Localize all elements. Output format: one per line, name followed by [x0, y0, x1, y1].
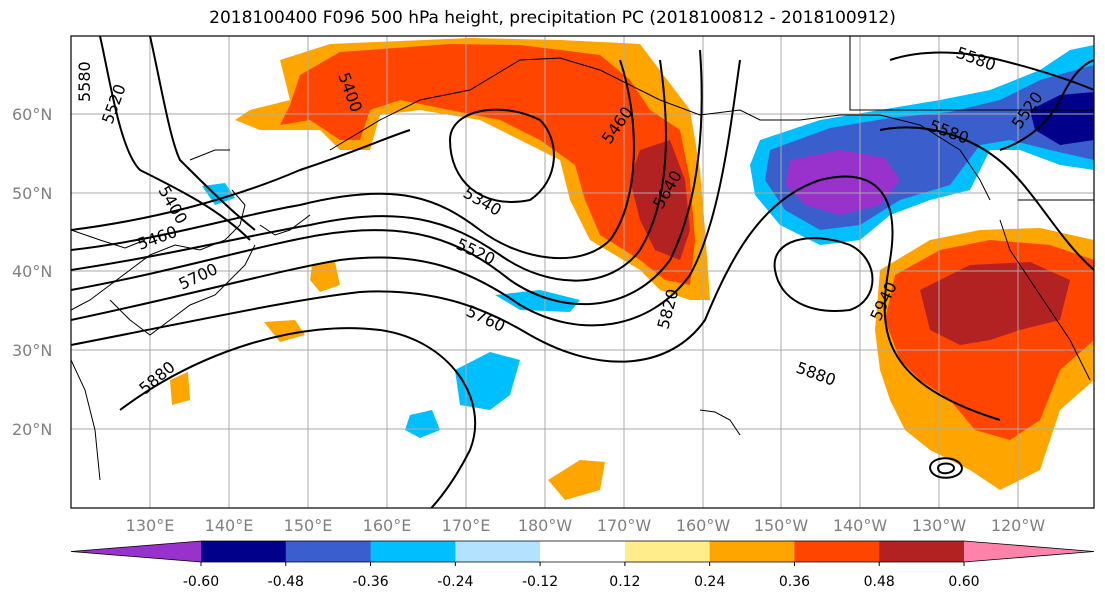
colorbar-segment — [370, 541, 456, 562]
colorbar-segment — [709, 541, 795, 562]
colorbar-tick-label: -0.12 — [522, 574, 558, 590]
lon-label-160e: 160°E — [363, 516, 412, 535]
precip-blob-5 — [548, 460, 605, 500]
colorbar-tick-label: 0.12 — [609, 574, 640, 590]
precip-blob-6 — [310, 262, 340, 292]
colorbar-tick-label: -0.60 — [183, 574, 219, 590]
colorbar-tick-label: 0.60 — [948, 574, 979, 590]
precip-region-ne-pacific-max — [920, 262, 1070, 345]
colorbar-segment — [455, 541, 541, 562]
colorbar-tick-label: -0.36 — [352, 574, 388, 590]
colorbar-tick-label: 0.36 — [779, 574, 810, 590]
colorbar: -0.60 -0.48 -0.36 -0.24 -0.12 0.12 0.24 0.36 0.4… — [70, 540, 1095, 590]
colorbar-segment — [540, 541, 626, 562]
lon-label-180w: 180°W — [518, 516, 573, 535]
height-contours — [71, 36, 1094, 508]
precip-region-gulf-alaska-core — [785, 150, 900, 215]
contour-label-5580-a: 5580 — [75, 61, 94, 102]
lat-label-60n: 60°N — [12, 105, 52, 124]
lat-label-20n: 20°N — [12, 420, 52, 439]
colorbar-tick-label: -0.48 — [268, 574, 304, 590]
colorbar-segment — [879, 541, 965, 562]
colorbar-extend-low — [71, 541, 201, 562]
precip-blob-2 — [405, 410, 440, 438]
colorbar-extend-high — [964, 541, 1094, 562]
lon-label-150e: 150°E — [284, 516, 333, 535]
precip-region-canada-core — [1030, 92, 1094, 145]
precip-region-bering-core — [280, 44, 695, 285]
precip-blob-7 — [264, 320, 305, 342]
lon-label-140e: 140°E — [205, 516, 254, 535]
lon-label-130w: 130°W — [912, 516, 967, 535]
lon-label-170w: 170°W — [597, 516, 652, 535]
precip-blob-3 — [495, 290, 580, 312]
colorbar-tick-label: -0.24 — [437, 574, 473, 590]
latitude-labels: 60°N 50°N 40°N 30°N 20°N — [12, 105, 52, 439]
map-border — [70, 35, 1095, 509]
lon-label-130e: 130°E — [126, 516, 175, 535]
colorbar-tick-label: 0.24 — [694, 574, 725, 590]
precip-blob-8 — [170, 372, 190, 405]
precip-shading — [170, 38, 1094, 500]
lon-label-140w: 140°W — [833, 516, 888, 535]
precip-blob-1 — [455, 352, 520, 410]
colorbar-segment — [201, 541, 287, 562]
colorbar-segment — [624, 541, 711, 562]
lon-label-120w: 120°W — [991, 516, 1046, 535]
map-title: 2018100400 F096 500 hPa height, precipit… — [209, 8, 896, 28]
lat-label-40n: 40°N — [12, 262, 52, 281]
colorbar-segment — [285, 541, 372, 562]
lon-label-150w: 150°W — [754, 516, 809, 535]
lat-label-50n: 50°N — [12, 184, 52, 203]
colorbar-segment — [794, 541, 880, 562]
longitude-labels: 130°E 140°E 150°E 160°E 170°E 180°W 170°… — [126, 516, 1046, 535]
colorbar-tick-label: 0.48 — [864, 574, 895, 590]
lat-label-30n: 30°N — [12, 341, 52, 360]
coastlines — [71, 36, 1094, 481]
lon-label-170e: 170°E — [442, 516, 491, 535]
lon-label-160w: 160°W — [676, 516, 731, 535]
